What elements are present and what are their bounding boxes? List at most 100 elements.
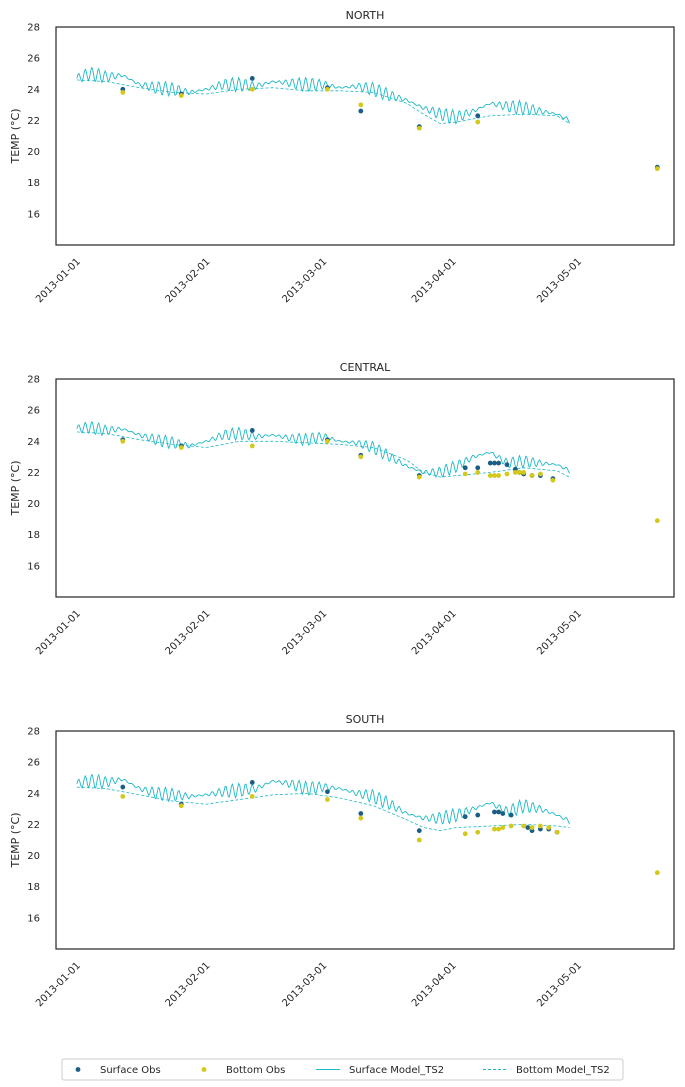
- x-tick-label-south-2013-02-01: 2013-02-01: [164, 960, 213, 1009]
- axes-frame-north: [55, 26, 675, 246]
- bottom-obs-point-north: [249, 86, 255, 92]
- series-bottom-model-north: [76, 79, 570, 124]
- surface-obs-point-central: [487, 460, 493, 466]
- surface-obs-point-south: [249, 779, 255, 785]
- surface-obs-point-south: [496, 809, 502, 815]
- bottom-obs-point-north: [325, 86, 330, 92]
- panel-south: SOUTH TEMP (°C) 16 18 20 22 24 26 28 2013-01-01 20…: [9, 713, 675, 1009]
- surface-obs-point-central: [249, 427, 255, 433]
- bottom-obs-point-north: [475, 119, 481, 125]
- y-tick-label-south-18: 18: [27, 882, 40, 893]
- bottom-obs-point-south: [492, 826, 497, 832]
- x-tick-label-central-2013-04-01: 2013-04-01: [410, 608, 459, 657]
- bottom-obs-point-south: [358, 815, 364, 821]
- bottom-obs-point-south: [178, 803, 184, 809]
- y-tick-label-north-22: 22: [27, 116, 40, 127]
- surface-obs-point-south: [416, 828, 422, 834]
- surface-obs-point-central: [504, 462, 510, 468]
- bottom-obs-point-south: [521, 823, 527, 829]
- bottom-obs-point-south: [654, 870, 660, 876]
- legend-frame: [61, 1058, 624, 1081]
- legend-label-bottom-obs: Bottom Obs: [226, 1065, 285, 1076]
- y-tick-label-central-18: 18: [27, 530, 40, 541]
- y-tick-label-south-24: 24: [27, 789, 40, 800]
- surface-obs-point-south: [500, 811, 506, 816]
- axes-frame-central: [55, 378, 675, 598]
- bottom-obs-point-central: [512, 470, 518, 475]
- series-surface-model-central: [76, 421, 570, 478]
- bottom-obs-point-south: [249, 794, 255, 799]
- bottom-obs-point-south: [462, 831, 468, 837]
- y-axis-label-north: TEMP (°C): [9, 108, 22, 164]
- bottom-obs-point-central: [550, 477, 556, 483]
- surface-obs-point-south: [358, 811, 364, 816]
- x-tick-label-central-2013-03-01: 2013-03-01: [280, 608, 329, 657]
- legend-label-bottom-model: Bottom Model_TS2: [516, 1065, 610, 1076]
- series-surface-model-south: [76, 773, 571, 825]
- surface-obs-point-north: [249, 75, 255, 81]
- bottom-obs-point-south: [120, 794, 126, 799]
- bottom-obs-point-south: [500, 825, 506, 830]
- plot-area-north: [76, 66, 571, 125]
- bottom-obs-point-central: [654, 518, 660, 524]
- bottom-obs-point-central: [496, 473, 502, 478]
- y-tick-label-north-18: 18: [27, 178, 40, 189]
- bottom-obs-point-central: [325, 438, 330, 444]
- bottom-obs-point-north: [358, 102, 364, 108]
- bottom-obs-point-central: [517, 470, 522, 475]
- x-tick-label-north-2013-03-01: 2013-03-01: [280, 256, 329, 305]
- surface-obs-point-south: [462, 814, 468, 820]
- panel-title-central: CENTRAL: [340, 361, 391, 374]
- surface-obs-point-north: [358, 108, 364, 114]
- series-bottom-model-south: [76, 786, 570, 832]
- legend: Surface Obs Bottom Obs Surface Model_TS2…: [61, 1058, 624, 1081]
- y-tick-label-central-28: 28: [27, 375, 40, 386]
- x-tick-label-south-2013-04-01: 2013-04-01: [410, 960, 459, 1009]
- y-tick-label-south-22: 22: [27, 820, 40, 831]
- x-tick-label-south-2013-05-01: 2013-05-01: [535, 960, 584, 1009]
- bottom-obs-point-south: [529, 825, 535, 830]
- surface-obs-point-south: [525, 825, 531, 830]
- bottom-obs-point-central: [537, 471, 543, 477]
- x-tick-label-central-2013-05-01: 2013-05-01: [535, 608, 584, 657]
- y-tick-label-central-22: 22: [27, 468, 40, 479]
- y-tick-label-north-16: 16: [27, 209, 40, 220]
- y-tick-label-north-28: 28: [27, 23, 40, 34]
- y-tick-label-south-20: 20: [27, 851, 40, 862]
- x-tick-label-north-2013-05-01: 2013-05-01: [535, 256, 584, 305]
- x-tick-label-north-2013-01-01: 2013-01-01: [34, 256, 83, 305]
- bottom-obs-point-central: [249, 443, 255, 449]
- legend-label-surface-model: Surface Model_TS2: [349, 1065, 444, 1076]
- bottom-obs-point-central: [492, 473, 497, 478]
- panel-title-south: SOUTH: [346, 713, 385, 726]
- surface-obs-point-south: [475, 812, 481, 818]
- y-tick-label-south-16: 16: [27, 913, 40, 924]
- x-tick-label-central-2013-02-01: 2013-02-01: [164, 608, 213, 657]
- surface-obs-point-north: [475, 113, 481, 119]
- bottom-obs-point-south: [475, 829, 481, 835]
- bottom-obs-point-central: [504, 471, 510, 477]
- bottom-obs-point-south: [508, 823, 514, 829]
- bottom-obs-point-central: [529, 473, 535, 478]
- legend-marker-bottom-obs: [201, 1067, 207, 1072]
- surface-obs-point-south: [120, 784, 126, 790]
- bottom-obs-point-central: [487, 473, 493, 478]
- bottom-obs-point-central: [462, 471, 468, 477]
- y-tick-label-central-16: 16: [27, 561, 40, 572]
- y-tick-label-north-26: 26: [27, 54, 40, 65]
- x-tick-label-south-2013-01-01: 2013-01-01: [34, 960, 83, 1009]
- surface-obs-point-south: [325, 789, 330, 795]
- plot-area-central: [76, 421, 570, 478]
- series-surface-model-north: [76, 66, 571, 125]
- surface-obs-point-south: [492, 809, 497, 815]
- bottom-obs-point-central: [120, 438, 126, 444]
- bottom-obs-point-north: [416, 125, 422, 131]
- y-tick-label-central-20: 20: [27, 499, 40, 510]
- bottom-obs-point-north: [120, 90, 126, 95]
- y-tick-label-central-24: 24: [27, 437, 40, 448]
- y-tick-label-central-26: 26: [27, 406, 40, 417]
- panel-title-north: NORTH: [346, 9, 385, 22]
- x-tick-label-south-2013-03-01: 2013-03-01: [280, 960, 329, 1009]
- bottom-obs-point-central: [521, 470, 527, 475]
